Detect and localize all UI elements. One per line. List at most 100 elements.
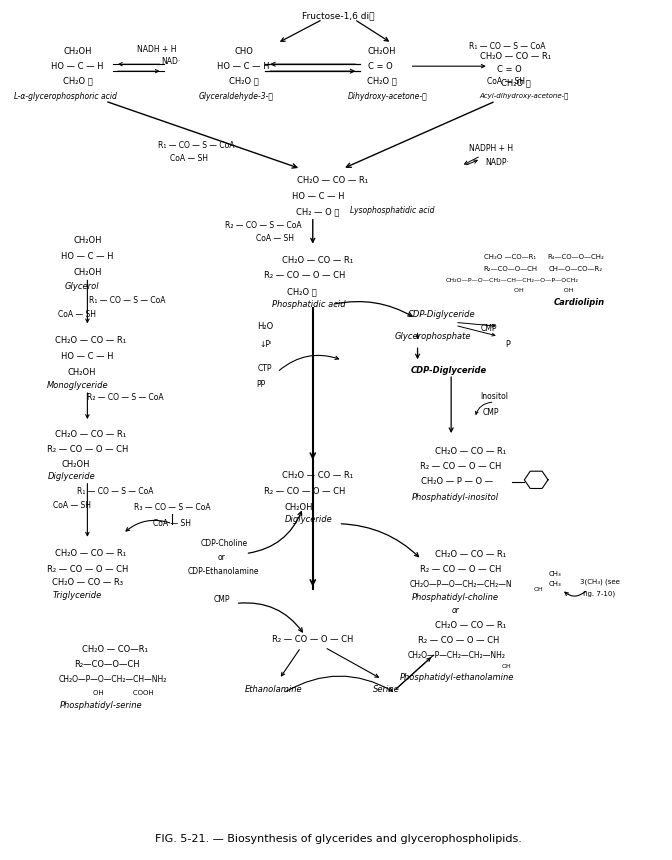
Text: NADP·: NADP· [486, 158, 509, 168]
Text: CH₂O—P—O—CH₂—CH₂—N: CH₂O—P—O—CH₂—CH₂—N [410, 580, 512, 589]
Text: CDP-Choline: CDP-Choline [200, 539, 247, 548]
Text: R₂ — CO — O — CH: R₂ — CO — O — CH [264, 488, 345, 496]
Text: Glyceraldehyde-3-Ⓟ: Glyceraldehyde-3-Ⓟ [198, 91, 273, 101]
Text: CH₂O Ⓟ: CH₂O Ⓟ [367, 77, 397, 86]
Text: CH₂O — CO — R₁: CH₂O — CO — R₁ [55, 335, 126, 345]
Text: CDP-Diglyceride: CDP-Diglyceride [411, 366, 487, 375]
Text: OH: OH [501, 664, 511, 669]
Text: CMP: CMP [482, 408, 499, 416]
Text: Dihydroxy-acetone-Ⓟ: Dihydroxy-acetone-Ⓟ [348, 91, 428, 101]
Text: HO — C — H: HO — C — H [217, 62, 270, 71]
Text: CH₂OH: CH₂OH [368, 46, 396, 56]
Text: CoA — SH: CoA — SH [170, 155, 208, 163]
Text: R₂ — CO — O — CH: R₂ — CO — O — CH [46, 445, 128, 454]
Text: HO — C — H: HO — C — H [61, 252, 114, 261]
Text: L-α-glycerophosphoric acid: L-α-glycerophosphoric acid [14, 91, 117, 101]
Text: R₂ — CO — S — CoA: R₂ — CO — S — CoA [87, 393, 163, 402]
Text: CH₂O — P — O —: CH₂O — P — O — [421, 477, 493, 487]
Text: R₂ — CO — O — CH: R₂ — CO — O — CH [421, 565, 502, 574]
Text: CH₂O—P—O—CH₂—CH—CH₂—O—P—OCH₂: CH₂O—P—O—CH₂—CH—CH₂—O—P—OCH₂ [446, 278, 579, 283]
Text: Diglyceride: Diglyceride [285, 515, 333, 525]
Text: CDP-Diglyceride: CDP-Diglyceride [407, 310, 475, 319]
Text: R₂ — CO — O — CH: R₂ — CO — O — CH [264, 271, 345, 280]
Text: R₂ — CO — O — CH: R₂ — CO — O — CH [46, 565, 128, 574]
Text: Fructose-1,6 diⓅ: Fructose-1,6 diⓅ [302, 11, 375, 20]
Text: R₂—CO—O—CH: R₂—CO—O—CH [75, 660, 140, 669]
Text: C = O: C = O [368, 62, 392, 71]
Text: HO — C — H: HO — C — H [61, 352, 114, 360]
Text: CH₂OH: CH₂OH [73, 237, 101, 245]
Text: CH₂OH: CH₂OH [61, 460, 90, 470]
Text: CH₂O — CO — R₁: CH₂O — CO — R₁ [297, 176, 368, 185]
Text: CH₂O —CO—R₁: CH₂O —CO—R₁ [485, 254, 536, 260]
Text: CH₂O Ⓟ: CH₂O Ⓟ [228, 77, 259, 86]
Text: CH₂ — O Ⓟ: CH₂ — O Ⓟ [296, 207, 339, 216]
Text: CHO: CHO [234, 46, 253, 56]
Text: R₂ — CO — S — CoA: R₂ — CO — S — CoA [225, 221, 302, 230]
Text: CTP: CTP [258, 364, 273, 372]
Text: Triglyceride: Triglyceride [53, 591, 102, 600]
Text: CoA — SH: CoA — SH [487, 77, 525, 86]
Text: CMP: CMP [214, 595, 230, 604]
Text: Phosphatidyl-choline: Phosphatidyl-choline [412, 593, 499, 602]
Text: Cardiolipin: Cardiolipin [554, 298, 605, 307]
Text: CH₂O — CO — R₁: CH₂O — CO — R₁ [480, 52, 551, 61]
Text: CH₂O — CO — R₁: CH₂O — CO — R₁ [282, 471, 353, 481]
Text: FIG. 5-21. — Biosynthesis of glycerides and glycerophospholipids.: FIG. 5-21. — Biosynthesis of glycerides … [155, 833, 522, 844]
Text: PP: PP [257, 379, 266, 389]
Text: or: or [451, 606, 459, 615]
Text: CH₂O — CO — R₁: CH₂O — CO — R₁ [435, 550, 507, 559]
Text: 3(CH₃) (see: 3(CH₃) (see [579, 578, 620, 585]
Text: CH₃: CH₃ [548, 570, 561, 576]
Text: CH₂OH: CH₂OH [67, 368, 95, 377]
Text: Glycerophosphate: Glycerophosphate [395, 332, 472, 341]
Text: CoA — SH: CoA — SH [153, 519, 192, 528]
Text: CH₂OH: CH₂OH [73, 268, 101, 277]
Text: CDP-Ethanolamine: CDP-Ethanolamine [188, 567, 259, 576]
Text: Inositol: Inositol [480, 391, 509, 401]
Text: CH₂O—P—CH₂—CH₂—NH₂: CH₂O—P—CH₂—CH₂—NH₂ [408, 651, 506, 660]
Text: CH₂O — CO — R₃: CH₂O — CO — R₃ [52, 578, 123, 587]
Text: Lysophosphatidic acid: Lysophosphatidic acid [349, 206, 434, 215]
Text: R₂ — CO — O — CH: R₂ — CO — O — CH [272, 635, 353, 644]
Text: CH—O—CO—R₂: CH—O—CO—R₂ [548, 266, 603, 272]
Text: R₂ — CO — O — CH: R₂ — CO — O — CH [419, 636, 500, 645]
Text: CoA — SH: CoA — SH [52, 501, 91, 510]
Text: CH₂OH: CH₂OH [63, 46, 92, 56]
Text: Serine: Serine [372, 685, 399, 694]
Text: HO — C — H: HO — C — H [51, 62, 103, 71]
Text: CH₂O — CO — R₁: CH₂O — CO — R₁ [282, 256, 353, 265]
Text: CH₂OH: CH₂OH [285, 503, 313, 513]
Text: OH: OH [534, 587, 543, 592]
Text: R₄—CO—O—CH₂: R₄—CO—O—CH₂ [547, 254, 604, 260]
Text: R₁ — CO — S — CoA: R₁ — CO — S — CoA [158, 141, 235, 150]
Text: CoA — SH: CoA — SH [58, 310, 97, 319]
Text: R₁ — CO — S — CoA: R₁ — CO — S — CoA [77, 488, 153, 496]
Text: OH                    OH: OH OH [514, 288, 574, 293]
Text: CH₂O — CO—R₁: CH₂O — CO—R₁ [82, 645, 148, 654]
Text: CH₂O Ⓟ: CH₂O Ⓟ [62, 77, 92, 86]
Text: fig. 7-10): fig. 7-10) [583, 590, 616, 597]
Text: R₁ — CO — S — CoA: R₁ — CO — S — CoA [89, 296, 165, 305]
Text: CH₂O — CO — R₁: CH₂O — CO — R₁ [55, 431, 126, 439]
Text: Phosphatidyl-inositol: Phosphatidyl-inositol [411, 494, 499, 502]
Text: Ethanolamine: Ethanolamine [245, 685, 302, 694]
Text: CH₂O Ⓟ: CH₂O Ⓟ [287, 287, 317, 296]
Text: ↓Pᴵ: ↓Pᴵ [259, 340, 271, 349]
Text: or: or [218, 553, 226, 562]
Text: HO — C — H: HO — C — H [292, 193, 345, 201]
Text: R₂ — CO — O — CH: R₂ — CO — O — CH [421, 463, 502, 471]
Text: R₃ — CO — S — CoA: R₃ — CO — S — CoA [134, 503, 211, 513]
Text: CH₂O—P—O—CH₂—CH—NH₂: CH₂O—P—O—CH₂—CH—NH₂ [59, 675, 167, 684]
Text: H₂O: H₂O [257, 322, 274, 331]
Text: Acyl-dihydroxy-acetone-Ⓟ: Acyl-dihydroxy-acetone-Ⓟ [480, 93, 569, 100]
Text: CMP: CMP [480, 324, 497, 333]
Text: Phosphatidyl-ethanolamine: Phosphatidyl-ethanolamine [400, 673, 514, 682]
Text: CH₃: CH₃ [548, 581, 561, 587]
Text: Monoglyceride: Monoglyceride [46, 381, 108, 390]
Text: Glycerol: Glycerol [64, 282, 99, 291]
Text: CH₂O Ⓟ: CH₂O Ⓟ [501, 78, 530, 88]
Text: CoA — SH: CoA — SH [256, 234, 294, 243]
Text: Diglyceride: Diglyceride [48, 472, 95, 482]
Text: NADPH + H: NADPH + H [468, 144, 513, 153]
